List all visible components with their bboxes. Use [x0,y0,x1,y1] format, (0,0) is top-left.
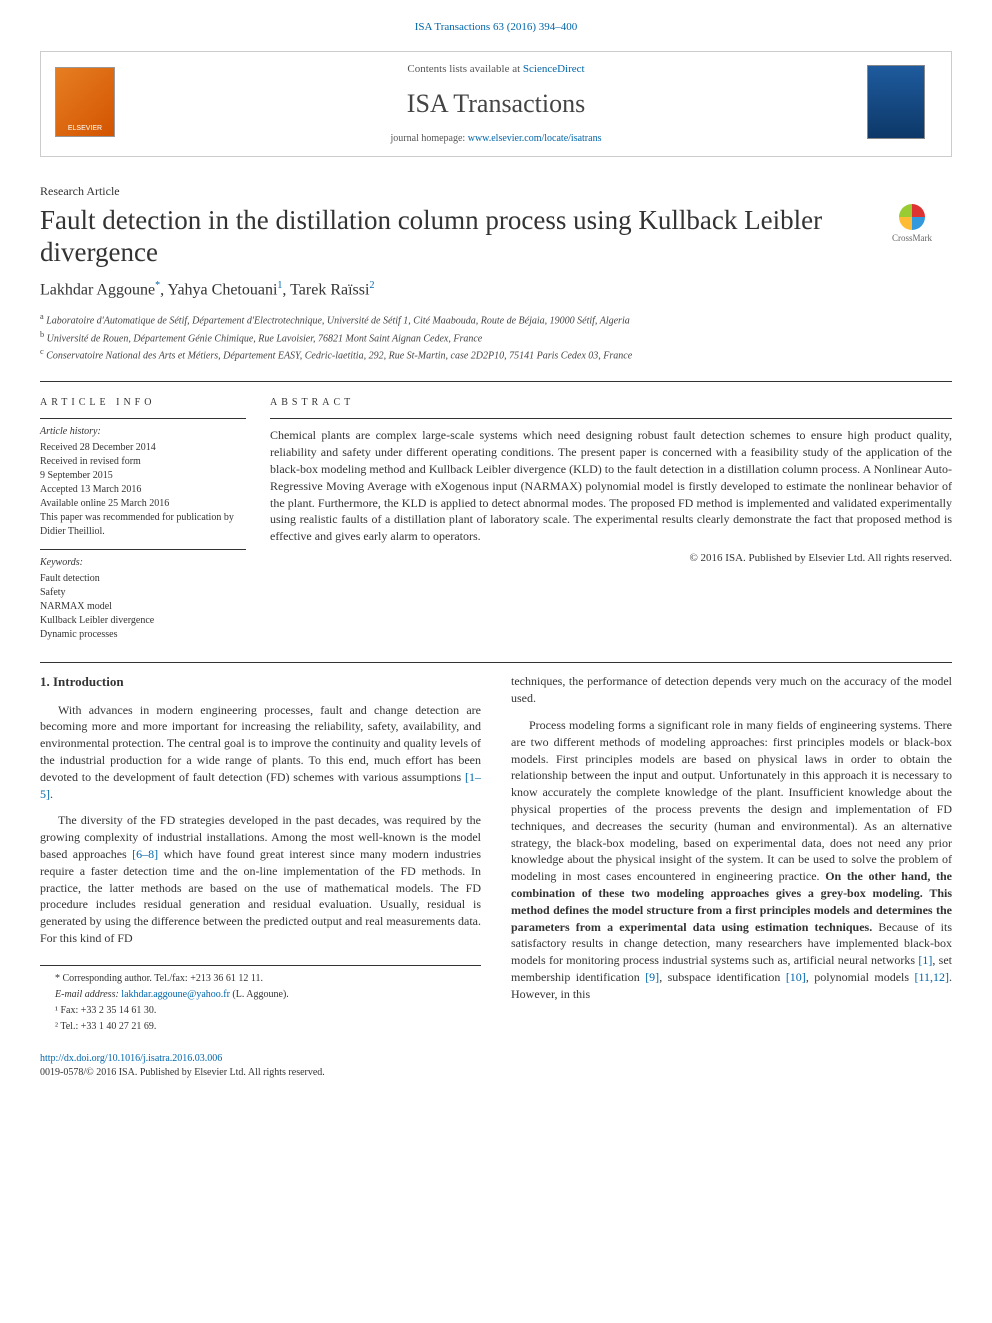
affiliation-a: a Laboratoire d'Automatique de Sétif, Dé… [40,311,952,328]
doi-line: http://dx.doi.org/10.1016/j.isatra.2016.… [40,1052,952,1066]
article-type: Research Article [40,183,952,200]
affiliations: a Laboratoire d'Automatique de Sétif, Dé… [40,311,952,363]
footnote-email: E-mail address: lakhdar.aggoune@yahoo.fr… [40,988,481,1002]
doi-link[interactable]: http://dx.doi.org/10.1016/j.isatra.2016.… [40,1053,222,1064]
abstract-text: Chemical plants are complex large-scale … [270,427,952,545]
ref-1[interactable]: [1] [918,953,932,967]
footnote-2: ² Tel.: +33 1 40 27 21 69. [40,1020,481,1034]
article-info-column: ARTICLE INFO Article history: Received 2… [40,396,270,642]
history-recommended: This paper was recommended for publicati… [40,511,246,539]
abstract-column: ABSTRACT Chemical plants are complex lar… [270,396,952,642]
author-1-sup: * [155,280,160,291]
footnote-1: ¹ Fax: +33 2 35 14 61 30. [40,1004,481,1018]
sciencedirect-link[interactable]: ScienceDirect [523,63,585,75]
keyword-4: Kullback Leibler divergence [40,614,246,628]
history-accepted: Accepted 13 March 2016 [40,483,246,497]
journal-cover-wrap [867,65,937,144]
history-received: Received 28 December 2014 [40,441,246,455]
keyword-3: NARMAX model [40,600,246,614]
citation-link[interactable]: ISA Transactions 63 (2016) 394–400 [415,21,578,33]
journal-homepage-link[interactable]: www.elsevier.com/locate/isatrans [468,133,602,144]
history-revised: Received in revised form [40,455,246,469]
journal-header-box: Contents lists available at ScienceDirec… [40,51,952,157]
intro-para-3: techniques, the performance of detection… [511,673,952,707]
authors-line: Lakhdar Aggoune*, Yahya Chetouani1, Tare… [40,279,952,302]
contents-prefix: Contents lists available at [407,63,522,75]
page-header-citation: ISA Transactions 63 (2016) 394–400 [40,20,952,35]
journal-cover-thumb [867,65,925,139]
keyword-5: Dynamic processes [40,628,246,642]
history-online: Available online 25 March 2016 [40,497,246,511]
ref-6-8[interactable]: [6–8] [132,847,158,861]
body-col-right: techniques, the performance of detection… [511,673,952,1035]
history-label: Article history: [40,425,246,439]
body-col-left: 1. Introduction With advances in modern … [40,673,481,1035]
author-2: Yahya Chetouani [167,281,277,298]
article-info-heading: ARTICLE INFO [40,396,246,410]
section-rule-bottom [40,662,952,663]
abstract-block: Chemical plants are complex large-scale … [270,418,952,566]
journal-name: ISA Transactions [125,86,867,122]
affiliation-c: c Conservatoire National des Arts et Mét… [40,346,952,363]
body-columns: 1. Introduction With advances in modern … [40,673,952,1035]
journal-header-center: Contents lists available at ScienceDirec… [125,62,867,146]
ref-10[interactable]: [10] [786,970,806,984]
affiliation-b: b Université de Rouen, Département Génie… [40,329,952,346]
article-history-block: Article history: Received 28 December 20… [40,418,246,539]
intro-heading: 1. Introduction [40,673,481,691]
intro-para-2: The diversity of the FD strategies devel… [40,812,481,946]
article-title: Fault detection in the distillation colu… [40,204,862,269]
intro-para-1: With advances in modern engineering proc… [40,702,481,803]
abstract-heading: ABSTRACT [270,396,952,410]
keywords-block: Keywords: Fault detection Safety NARMAX … [40,549,246,642]
author-1: Lakhdar Aggoune [40,281,155,298]
ref-9[interactable]: [9] [645,970,659,984]
abstract-copyright: © 2016 ISA. Published by Elsevier Ltd. A… [270,551,952,566]
author-3-sup: 2 [369,280,374,291]
elsevier-logo [55,67,115,137]
crossmark-icon [899,204,925,230]
keyword-2: Safety [40,586,246,600]
section-rule-top [40,381,952,382]
journal-homepage-line: journal homepage: www.elsevier.com/locat… [125,132,867,146]
crossmark-badge[interactable]: CrossMark [872,204,952,245]
ref-11-12[interactable]: [11,12] [914,970,949,984]
homepage-prefix: journal homepage: [391,133,468,144]
crossmark-label: CrossMark [892,233,932,243]
intro-para-4: Process modeling forms a significant rol… [511,717,952,1003]
history-revised-date: 9 September 2015 [40,469,246,483]
footer-copyright: 0019-0578/© 2016 ISA. Published by Elsev… [40,1066,952,1080]
author-2-sup: 1 [277,280,282,291]
keyword-1: Fault detection [40,572,246,586]
footnote-corresponding: * Corresponding author. Tel./fax: +213 3… [40,972,481,986]
keywords-label: Keywords: [40,556,246,570]
publisher-logo-wrap [55,67,125,142]
author-3: Tarek Raïssi [290,281,369,298]
email-link[interactable]: lakhdar.aggoune@yahoo.fr [121,989,230,1000]
contents-line: Contents lists available at ScienceDirec… [125,62,867,77]
footnotes-block: * Corresponding author. Tel./fax: +213 3… [40,965,481,1034]
